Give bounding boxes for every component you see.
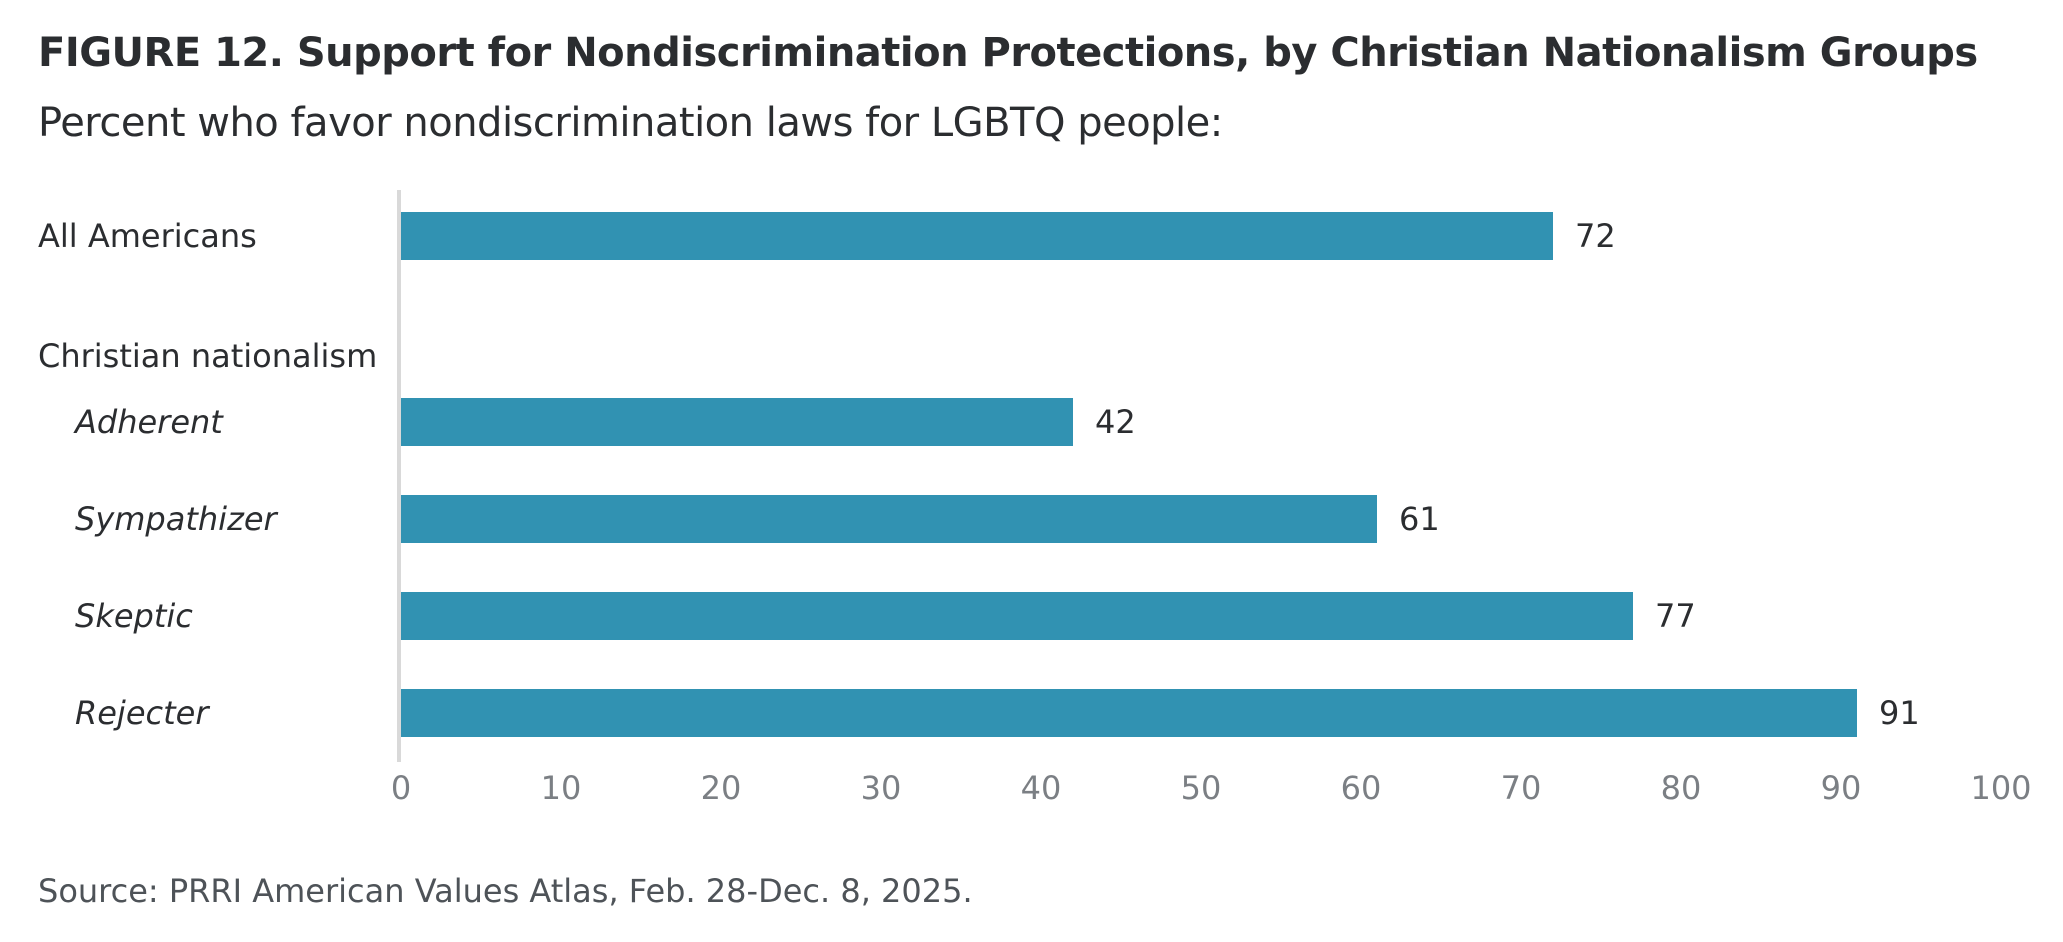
category-label: All Americans bbox=[38, 217, 257, 255]
value-label: 42 bbox=[1095, 403, 1136, 441]
x-tick-label: 60 bbox=[1341, 769, 1382, 807]
x-tick-label: 40 bbox=[1021, 769, 1062, 807]
category-labels: Christian nationalism All Americans Adhere… bbox=[38, 217, 377, 732]
bar-skeptic bbox=[401, 592, 1633, 640]
x-axis-ticks: 0 10 20 30 40 50 60 70 80 90 100 bbox=[391, 769, 2032, 807]
x-tick-label: 80 bbox=[1661, 769, 1702, 807]
category-label: Sympathizer bbox=[75, 500, 279, 538]
value-labels: 72 42 61 77 91 bbox=[1095, 217, 1920, 732]
chart-title: FIGURE 12. Support for Nondiscrimination… bbox=[38, 30, 1978, 76]
x-tick-label: 10 bbox=[541, 769, 582, 807]
category-label: Adherent bbox=[73, 403, 224, 441]
bar-adherent bbox=[401, 398, 1073, 446]
category-label: Rejecter bbox=[75, 694, 210, 732]
x-tick-label: 90 bbox=[1821, 769, 1862, 807]
x-tick-label: 70 bbox=[1501, 769, 1542, 807]
source-note: Source: PRRI American Values Atlas, Feb.… bbox=[38, 872, 973, 910]
category-label: Skeptic bbox=[75, 597, 193, 635]
value-label: 91 bbox=[1879, 694, 1920, 732]
value-label: 61 bbox=[1399, 500, 1440, 538]
x-tick-label: 100 bbox=[1970, 769, 2031, 807]
x-tick-label: 0 bbox=[391, 769, 411, 807]
group-header-label: Christian nationalism bbox=[38, 337, 377, 375]
x-tick-label: 30 bbox=[861, 769, 902, 807]
chart-subtitle: Percent who favor nondiscrimination laws… bbox=[38, 100, 1223, 146]
value-label: 72 bbox=[1575, 217, 1616, 255]
x-tick-label: 50 bbox=[1181, 769, 1222, 807]
value-label: 77 bbox=[1655, 597, 1696, 635]
bars-layer bbox=[401, 212, 1857, 737]
bar-rejecter bbox=[401, 689, 1857, 737]
bar-sympathizer bbox=[401, 495, 1377, 543]
bar-all-americans bbox=[401, 212, 1553, 260]
x-tick-label: 20 bbox=[701, 769, 742, 807]
